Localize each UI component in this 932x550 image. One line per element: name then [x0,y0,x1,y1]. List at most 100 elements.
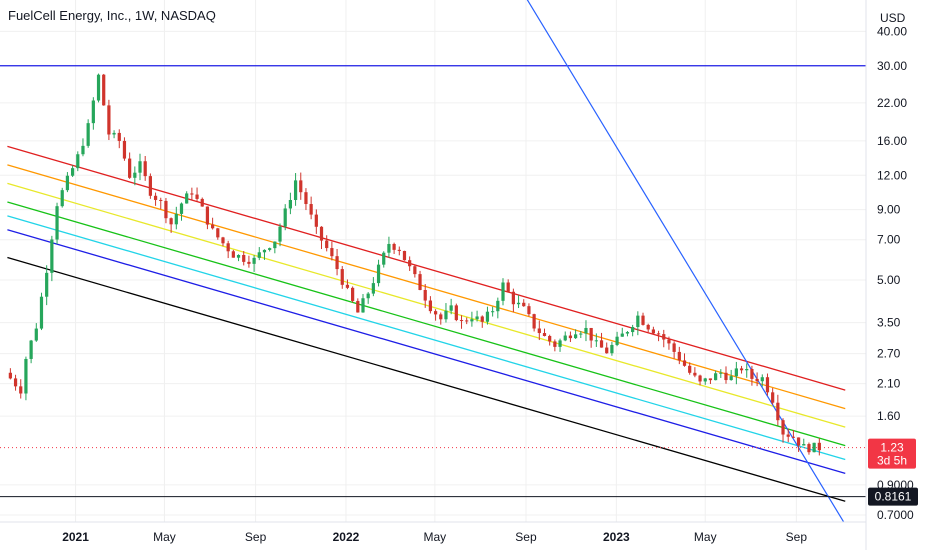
candle-body [236,254,241,258]
y-tick-label: 16.00 [877,134,907,148]
trend-line [526,0,845,522]
y-tick-label: 7.00 [877,233,901,247]
candle-body [615,336,619,345]
candle-body [610,344,614,354]
candle-body [304,192,308,205]
candle-body [465,320,469,322]
y-tick-label: 40.00 [877,24,907,38]
x-tick-label: 2023 [603,530,630,544]
level-marker-value: 0.8161 [875,490,912,504]
y-tick-label: 3.50 [877,316,901,330]
candle-body [309,204,313,215]
candle-body [771,392,775,403]
candle-body [423,289,427,301]
channel-line [7,201,846,447]
candle-body [29,340,33,359]
candles [8,73,821,456]
channel-line [7,164,846,410]
candle-body [719,372,723,374]
candle-body [563,335,567,341]
candle-body [319,226,324,241]
candle-body [646,324,650,330]
candle-body [475,316,479,320]
candle-body [537,328,541,334]
candle-body [195,194,199,199]
candle-body [817,442,821,451]
y-tick-label: 9.00 [877,203,901,217]
y-tick-label: 0.7000 [877,508,914,522]
candle-body [159,199,163,201]
y-tick-label: 22.00 [877,96,907,110]
candle-body [812,442,816,453]
candle-body [459,320,464,322]
candle-body [392,243,396,250]
candle-body [153,195,158,200]
candle-body [454,305,458,321]
candle-body [34,328,38,341]
candle-body [8,372,12,379]
candle-body [138,161,142,173]
candle-body [573,334,578,339]
candle-body [185,193,189,204]
x-tick-label: 2021 [62,530,89,544]
candle-body [314,214,318,227]
candle-body [807,444,811,453]
candle-body [387,243,391,253]
candle-body [625,332,630,334]
candle-body [506,282,510,292]
candle-body [656,333,661,335]
candle-body [128,158,132,178]
grid-lines [0,0,866,522]
candle-body [745,368,749,371]
candle-body [24,358,28,394]
candle-body [397,249,401,251]
candle-body [335,256,339,270]
candle-body [568,335,573,339]
candle-body [190,193,194,195]
candle-body [444,310,448,320]
candle-body [548,335,552,342]
candle-body [356,300,360,313]
candle-body [252,257,256,264]
candle-body [584,327,588,334]
candle-body [371,283,375,294]
candle-body [734,368,738,377]
candle-body [491,311,495,313]
channel-line [7,229,846,475]
candle-body [542,333,547,336]
candle-body [755,378,759,382]
level-marker-badge [868,487,918,506]
y-tick-label: 2.70 [877,347,901,361]
candle-body [631,327,635,333]
candle-body [117,132,121,141]
candle-body [19,386,23,394]
candle-body [70,168,75,176]
candle-body [247,261,251,264]
candle-body [262,249,267,253]
candle-body [418,274,422,290]
candle-body [148,176,152,196]
candle-body [714,373,718,381]
candle-body [433,311,438,315]
candle-body [750,368,754,379]
plot-area [0,0,866,522]
candle-body [802,444,806,446]
candle-body [667,339,671,344]
y-tick-label: 2.10 [877,377,901,391]
candle-body [231,251,235,258]
candle-body [107,105,111,135]
candle-body [340,269,344,285]
candle-body [102,74,106,106]
currency-label: USD [880,11,906,25]
candle-body [179,203,184,214]
candle-body [693,372,697,376]
candle-body [293,180,298,200]
candle-body [96,74,101,101]
chart-title: FuelCell Energy, Inc., 1W, NASDAQ [8,8,216,23]
candle-body [688,365,692,373]
candle-body [39,296,44,329]
candle-body [376,264,381,284]
candle-body [786,434,790,437]
last-price-countdown: 3d 5h [877,454,907,468]
